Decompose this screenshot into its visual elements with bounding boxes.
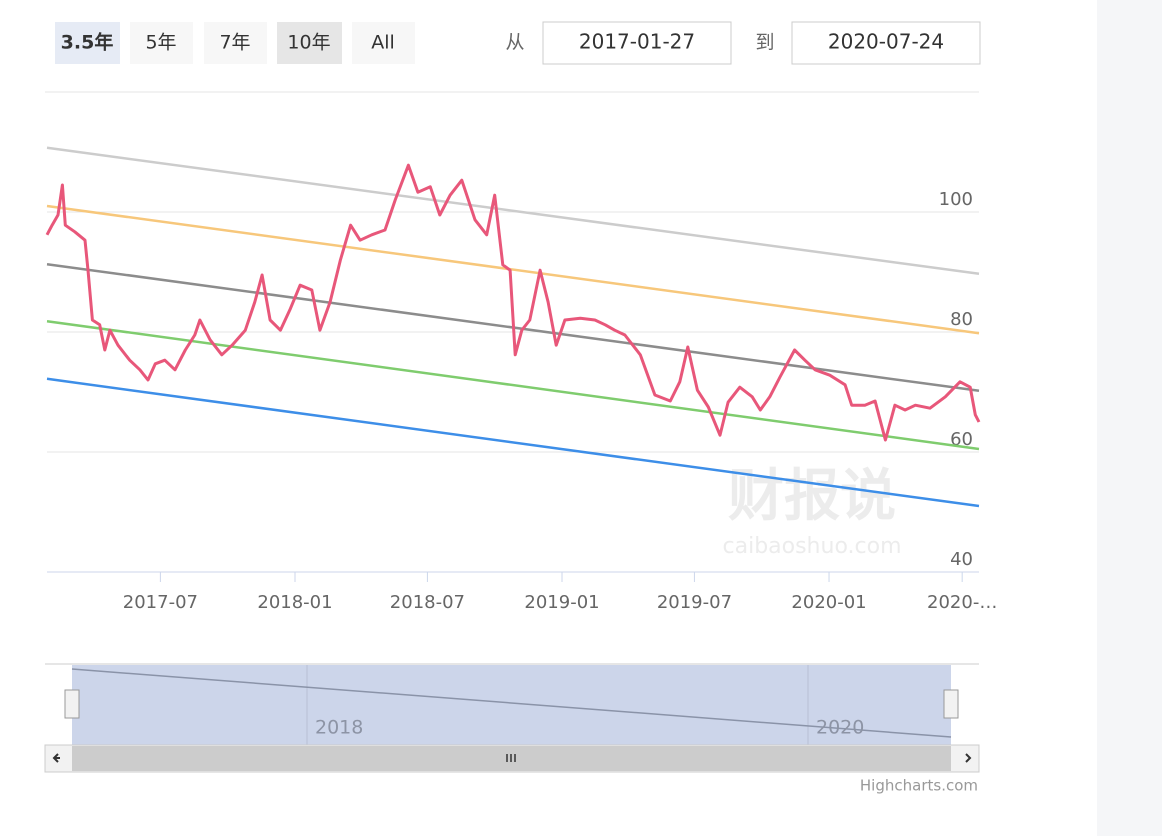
range-button[interactable]: 3.5年 (61, 31, 114, 54)
navigator-series (71, 668, 952, 738)
from-label: 从 (505, 32, 524, 54)
range-button[interactable]: All (371, 32, 395, 54)
range-button[interactable]: 10年 (287, 32, 330, 54)
y-tick-label: 80 (950, 309, 973, 330)
series-line (46, 204, 980, 335)
navigator: 2018 2020 (44, 663, 980, 773)
range-button[interactable]: 5年 (145, 32, 176, 54)
button-bg[interactable] (204, 22, 267, 64)
from-date[interactable]: 2017-01-27 (579, 30, 695, 54)
watermark-site: caibaoshuo.com (723, 534, 902, 559)
button-bg[interactable] (352, 22, 415, 64)
handle[interactable] (943, 689, 959, 719)
navigator-mask[interactable] (72, 665, 951, 745)
range-button[interactable]: 7年 (219, 32, 250, 54)
x-tick-label: 2020-01 (791, 592, 866, 613)
series-line (46, 146, 980, 276)
to-input[interactable] (791, 21, 981, 65)
button-bg[interactable] (130, 22, 193, 64)
range-buttons: 3.5年 5年 7年 10年 All (55, 22, 415, 64)
x-tick-label: 2019-07 (657, 592, 732, 613)
thumb-grip (506, 754, 516, 762)
side-panel (1097, 0, 1162, 836)
handle[interactable] (64, 689, 80, 719)
scroll-arrows[interactable] (52, 753, 972, 763)
x-tick-label: 2018-07 (390, 592, 465, 613)
x-tick-label: 2018-01 (257, 592, 332, 613)
to-date[interactable]: 2020-07-24 (828, 30, 944, 54)
watermark: 财报说 (728, 464, 896, 529)
from-input[interactable] (542, 21, 732, 65)
button-bg[interactable] (277, 22, 342, 64)
navigator-label: 2020 (816, 717, 864, 739)
series-line (46, 377, 980, 508)
y-tick-label: 100 (939, 189, 973, 210)
x-tick-label: 2019-01 (524, 592, 599, 613)
y-tick-label: 40 (950, 549, 973, 570)
series-line (46, 319, 980, 451)
x-tick-label: 2020-… (927, 592, 997, 613)
to-label: 到 (755, 32, 774, 54)
navigator-label: 2018 (315, 717, 363, 739)
series-line (45, 163, 981, 442)
x-tick-label: 2017-07 (123, 592, 198, 613)
button-bg[interactable] (55, 22, 120, 64)
credits[interactable]: Highcharts.com (860, 777, 978, 795)
